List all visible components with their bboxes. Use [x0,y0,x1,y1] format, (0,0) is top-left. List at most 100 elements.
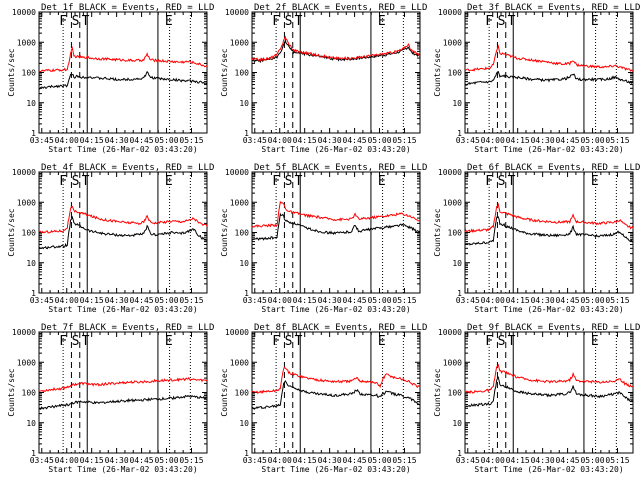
x-tick-label: 04:15 [293,456,317,465]
interval-marker-e: E [378,14,386,29]
x-tick-label: 05:00 [580,296,604,305]
x-axis-title: Start Time (26-Mar-02 03:43:20) [48,305,197,314]
lld-series-line [464,202,634,234]
lld-series-line [38,205,208,235]
y-tick-label: 100 [235,69,250,78]
interval-marker-s: S [72,334,80,349]
interval-marker-e: E [378,174,386,189]
x-tick-label: 04:15 [506,456,530,465]
interval-marker-e: E [165,174,173,189]
x-tick-label: 04:45 [556,456,580,465]
y-axis-title: Counts/sec [7,48,16,96]
x-tick-label: 05:00 [367,136,391,145]
y-tick-label: 10000 [225,168,249,177]
y-tick-label: 10000 [225,328,249,337]
x-tick-label: 05:15 [392,136,416,145]
panel-title: Det 2f BLACK = Events, RED = LLD [254,3,427,13]
events-series-line [464,215,634,246]
detector-panel-4: Det 4f BLACK = Events, RED = LLD 1 10 100 10… [7,163,214,314]
x-tick-label: 04:45 [130,456,154,465]
x-axis-title: Start Time (26-Mar-02 03:43:20) [48,465,197,474]
y-axis-title: Counts/sec [433,208,442,256]
x-tick-label: 04:00 [55,456,79,465]
y-tick-label: 1 [244,449,249,458]
interval-marker-t: T [82,14,90,29]
plot-frame [464,331,634,454]
x-tick-label: 05:15 [605,456,629,465]
x-tick-label: 04:30 [105,296,129,305]
events-series-line [38,394,208,410]
x-tick-label: 05:15 [179,296,203,305]
y-tick-label: 100 [22,389,37,398]
y-tick-label: 1 [244,129,249,138]
interval-marker-f: F [272,334,280,349]
interval-marker-e: E [165,334,173,349]
x-tick-label: 04:45 [130,296,154,305]
interval-marker-f: F [59,14,67,29]
x-tick-label: 05:15 [605,136,629,145]
y-tick-label: 1000 [230,358,249,367]
y-tick-label: 10000 [12,8,36,17]
x-tick-label: 03:45 [243,296,267,305]
y-tick-label: 100 [448,69,463,78]
interval-marker-e: E [591,14,599,29]
x-tick-label: 05:00 [367,296,391,305]
y-tick-label: 10000 [12,328,36,337]
interval-marker-t: T [295,334,303,349]
x-axis-title: Start Time (26-Mar-02 03:43:20) [474,465,623,474]
interval-marker-s: S [285,174,293,189]
x-tick-label: 04:15 [80,136,104,145]
plot-frame [38,331,208,454]
lld-series-line [464,363,634,395]
interval-marker-s: S [498,14,506,29]
x-tick-label: 04:30 [531,296,555,305]
x-tick-label: 04:45 [343,456,367,465]
events-series-line [464,70,634,86]
y-axis-title: Counts/sec [7,208,16,256]
x-tick-label: 04:00 [268,456,292,465]
panel-title: Det 4f BLACK = Events, RED = LLD [41,163,214,173]
x-axis-title: Start Time (26-Mar-02 03:43:20) [48,145,197,154]
y-tick-label: 1000 [17,38,36,47]
x-tick-label: 04:30 [531,456,555,465]
x-tick-label: 04:45 [343,136,367,145]
x-tick-label: 04:15 [506,136,530,145]
x-tick-label: 04:00 [481,296,505,305]
x-tick-label: 03:45 [243,456,267,465]
y-tick-label: 10 [452,419,462,428]
x-tick-label: 04:00 [481,136,505,145]
events-series-line [464,376,634,408]
lld-series-line [38,376,208,393]
x-tick-label: 04:00 [55,136,79,145]
interval-marker-e: E [165,14,173,29]
x-tick-label: 05:00 [580,136,604,145]
events-series-line [38,215,208,250]
panel-title: Det 7f BLACK = Events, RED = LLD [41,323,214,333]
interval-marker-t: T [508,174,516,189]
y-tick-label: 10 [239,99,249,108]
detector-panel-8: Det 8f BLACK = Events, RED = LLD 1 10 100 10… [220,323,427,474]
y-tick-label: 100 [448,389,463,398]
x-tick-label: 03:45 [456,456,480,465]
x-tick-label: 04:15 [506,296,530,305]
interval-marker-t: T [508,334,516,349]
y-tick-label: 10000 [438,8,462,17]
x-axis-title: Start Time (26-Mar-02 03:43:20) [474,145,623,154]
panel-title: Det 6f BLACK = Events, RED = LLD [467,163,640,173]
y-tick-label: 100 [235,229,250,238]
x-tick-label: 05:00 [580,456,604,465]
y-tick-label: 10 [239,419,249,428]
events-series-line [251,212,421,241]
panel-title: Det 9f BLACK = Events, RED = LLD [467,323,640,333]
x-tick-label: 04:30 [318,136,342,145]
y-tick-label: 1000 [443,38,462,47]
y-tick-label: 1000 [230,198,249,207]
x-tick-label: 05:15 [605,296,629,305]
x-tick-label: 03:45 [30,296,54,305]
x-tick-label: 03:45 [456,296,480,305]
y-tick-label: 10000 [12,168,36,177]
interval-marker-t: T [82,334,90,349]
x-tick-label: 04:30 [105,456,129,465]
y-tick-label: 100 [235,389,250,398]
